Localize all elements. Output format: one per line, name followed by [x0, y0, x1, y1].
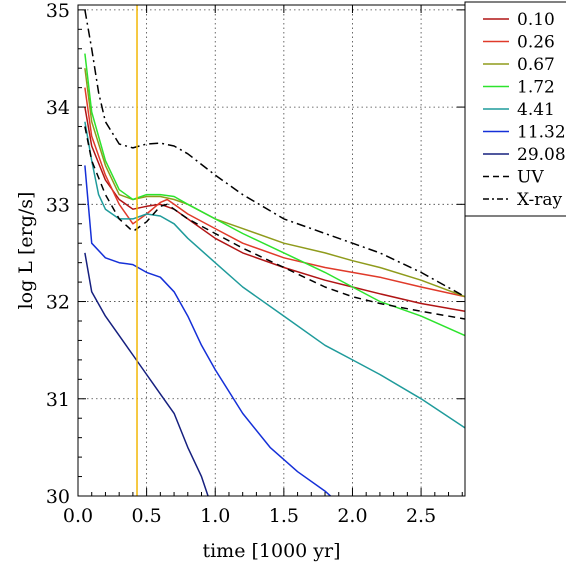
series-line-x-ray — [84, 9, 465, 298]
y-tick-label: 34 — [46, 97, 70, 119]
x-tick-label: 0.5 — [132, 505, 162, 527]
series-line-4-41 — [84, 121, 465, 429]
legend-label: 0.67 — [517, 55, 555, 75]
series-lines — [84, 9, 465, 496]
x-tick-label: 2.5 — [406, 505, 436, 527]
y-tick-label: 35 — [46, 0, 70, 22]
legend-box — [464, 1, 566, 217]
y-tick-label: 30 — [46, 486, 70, 508]
legend-label: 4.41 — [517, 100, 555, 120]
series-line-0-10 — [84, 106, 465, 313]
legend-label: X-ray — [517, 190, 563, 210]
x-tick-label: 1.0 — [200, 505, 230, 527]
legend-label: UV — [517, 168, 544, 188]
series-line-0-26 — [84, 87, 465, 298]
axis-ticks: 0.0 0.5 1.0 1.5 2.0 2.5 30 31 32 33 34 35 — [46, 0, 465, 527]
x-tick-label: 0.0 — [63, 505, 93, 527]
legend-label: 11.32 — [517, 123, 566, 143]
y-tick-label: 33 — [46, 194, 70, 216]
y-axis-label: log L [erg/s] — [15, 192, 37, 310]
series-line-uv — [84, 126, 465, 320]
x-tick-label: 2.0 — [337, 505, 367, 527]
series-line-11-32 — [84, 165, 332, 496]
series-line-1-72 — [84, 53, 465, 337]
legend-label: 1.72 — [517, 78, 555, 98]
legend-label: 0.26 — [517, 33, 555, 53]
y-tick-label: 32 — [46, 292, 70, 314]
series-line-0-67 — [84, 68, 465, 298]
x-axis-label: time [1000 yr] — [202, 540, 340, 562]
x-tick-label: 1.5 — [269, 505, 299, 527]
plot-frame — [77, 4, 466, 497]
y-tick-label: 31 — [46, 389, 70, 411]
legend-label: 0.10 — [517, 10, 555, 30]
legend-label: 29.08 — [517, 145, 566, 165]
series-line-29-08 — [84, 252, 209, 496]
grid-lines — [78, 5, 465, 496]
